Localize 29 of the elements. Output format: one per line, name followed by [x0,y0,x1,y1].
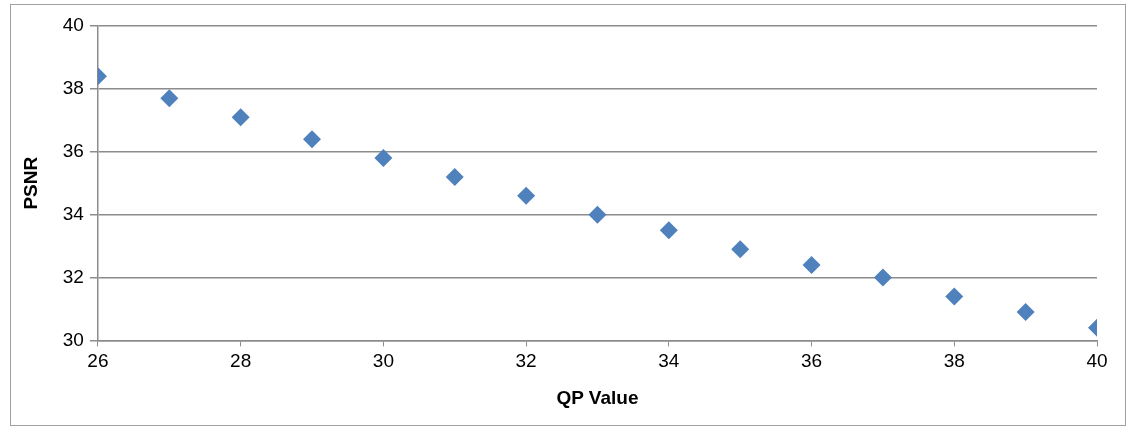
x-tick-label: 40 [1086,350,1108,372]
y-tick-label: 30 [62,328,84,350]
x-tick-label: 28 [230,350,252,372]
y-tick-label: 34 [62,202,85,224]
y-axis-title: PSNR [19,156,41,210]
x-axis-title: QP Value [556,386,639,408]
y-tick-label: 32 [62,265,84,287]
x-tick-label: 30 [372,350,394,372]
x-tick-label: 26 [87,350,109,372]
point [445,167,464,186]
point [231,108,250,127]
x-tick-label: 34 [658,350,680,372]
point [802,255,821,274]
point [945,287,964,306]
point [160,89,179,108]
point [303,130,322,149]
point [1016,303,1035,322]
y-tick-label: 38 [62,77,84,99]
y-tick-label: 36 [62,139,84,161]
point [659,221,678,240]
point [731,240,750,259]
point [588,205,607,224]
x-tick-label: 36 [800,350,823,372]
x-tick-label: 32 [515,350,537,372]
x-tick-label: 38 [943,350,965,372]
y-tick-label: 40 [62,14,84,36]
point [517,186,536,205]
point [873,268,892,287]
point [374,149,393,168]
